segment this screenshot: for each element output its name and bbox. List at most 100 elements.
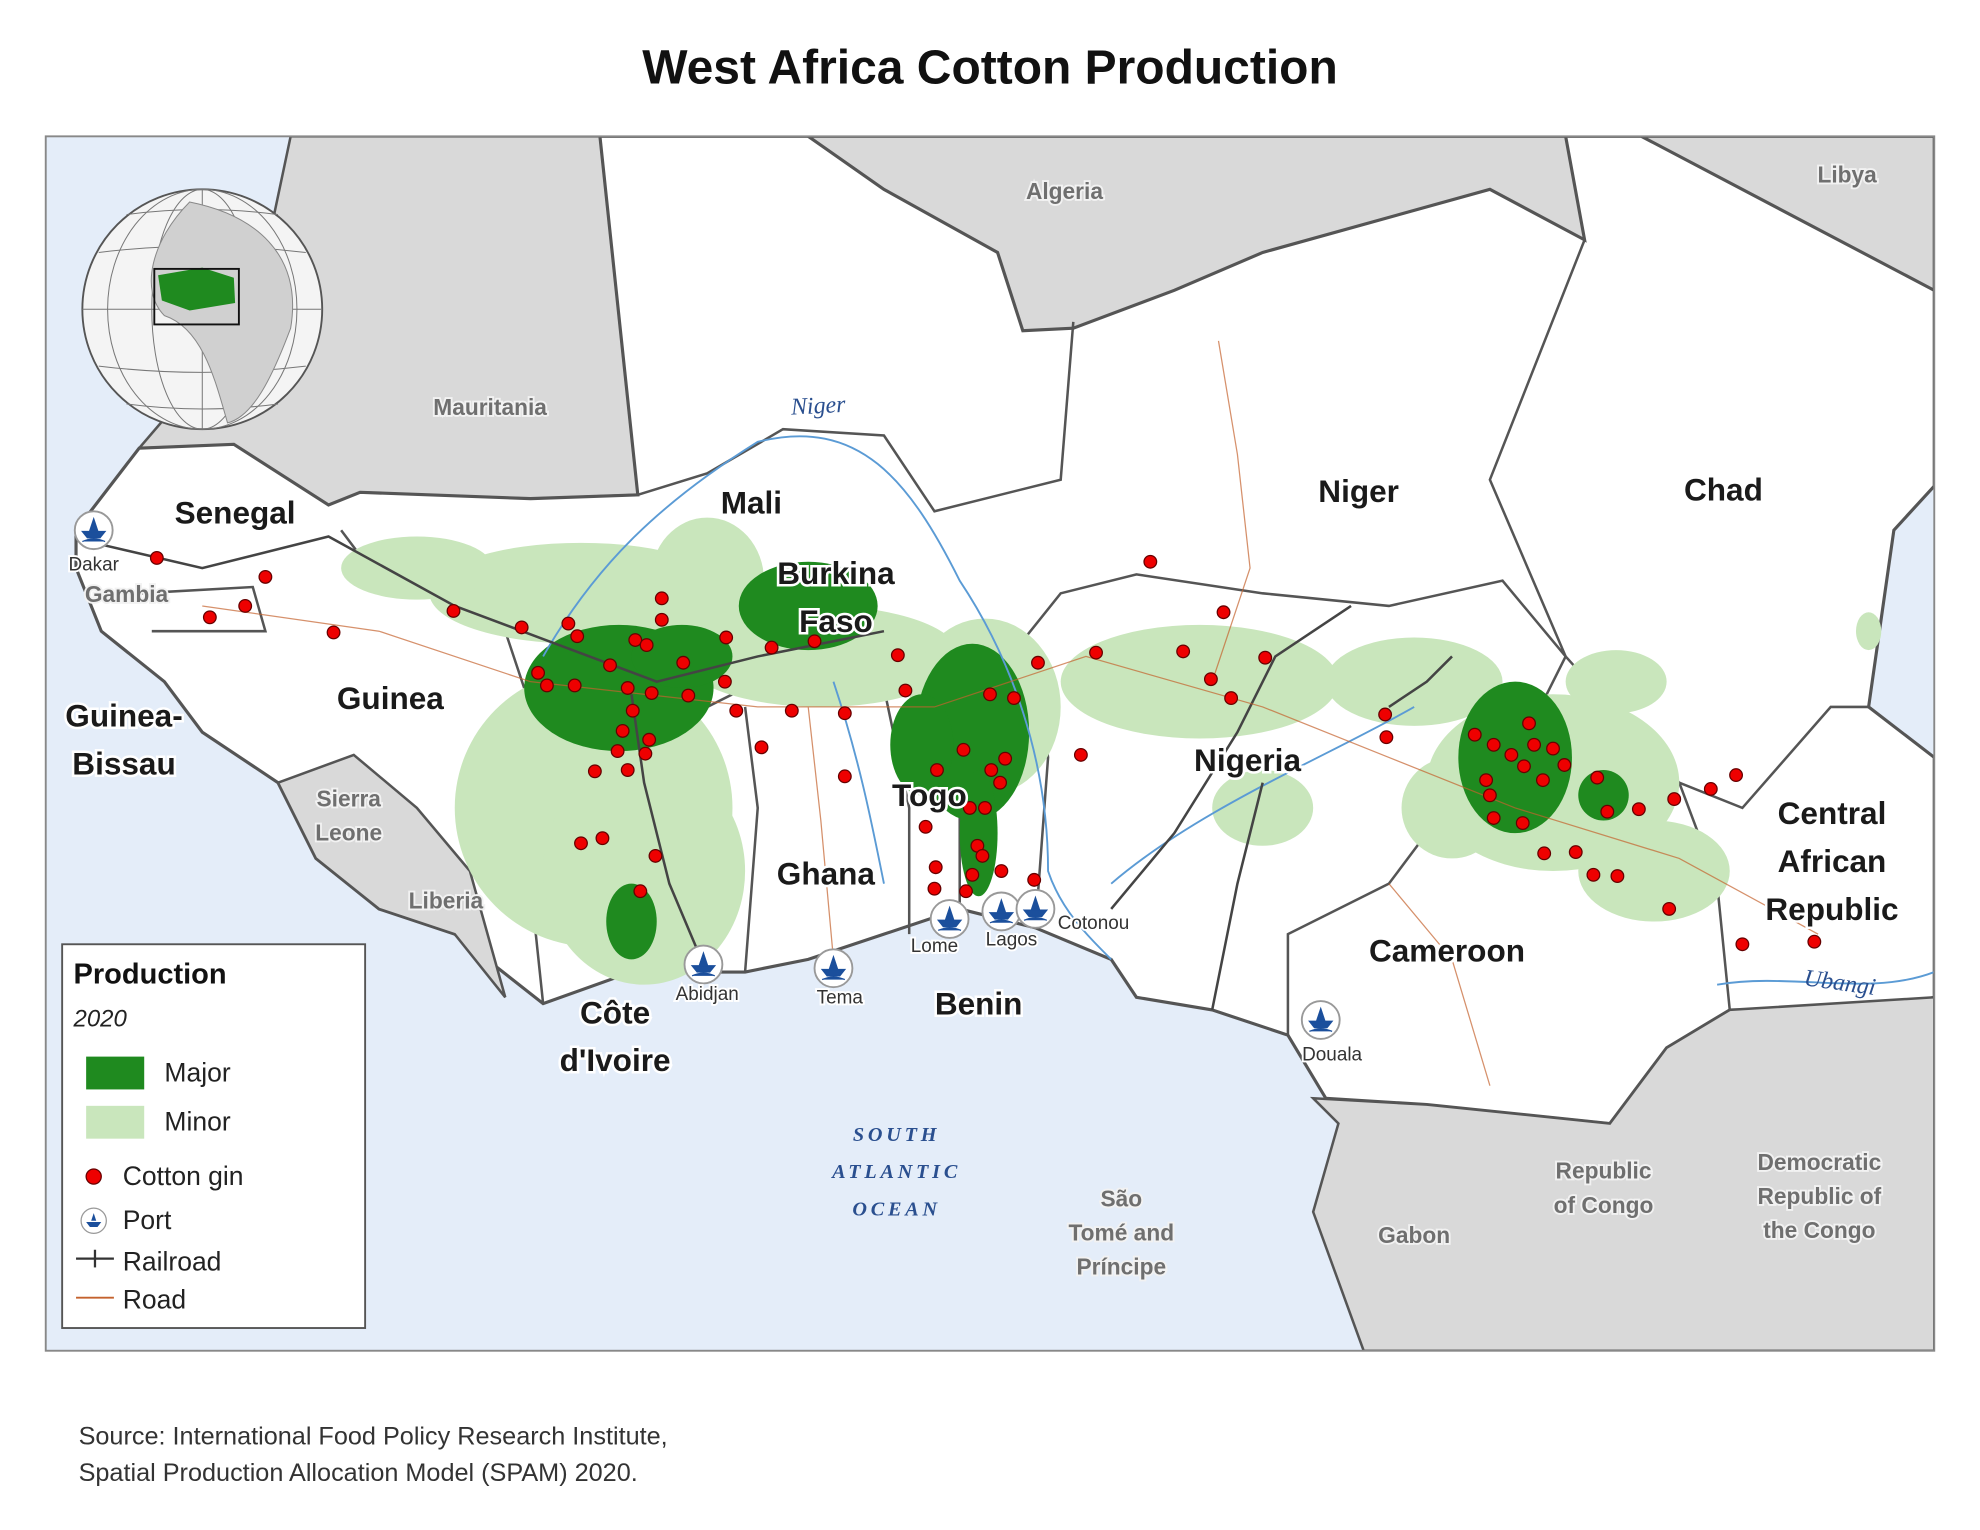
source-line: Spatial Production Allocation Model (SPA…: [79, 1459, 638, 1487]
sierra-leone-liberia: [276, 753, 507, 999]
port-label: Dakar: [68, 555, 118, 576]
cotton-gin: [965, 867, 980, 882]
cotton-gin: [446, 604, 461, 618]
cotton-gin: [1007, 691, 1021, 706]
niger-river: [542, 435, 1112, 961]
port: Dakar: [67, 510, 121, 577]
cotton-gin: [837, 769, 852, 784]
port-label: Tema: [817, 988, 864, 1009]
cotton-gin: [1027, 872, 1042, 887]
cotton-gin: [1515, 816, 1530, 831]
river-label: Niger: [789, 392, 847, 421]
railroad: [93, 535, 885, 684]
major-area: [1578, 770, 1629, 821]
cotton-gin: [561, 616, 576, 631]
cotton-gin: [202, 610, 217, 625]
legend-label: Cotton gin: [123, 1161, 244, 1191]
source-line: Source: International Food Policy Resear…: [79, 1423, 668, 1451]
cotton-gin: [326, 625, 341, 640]
cotton-gin: [149, 551, 164, 565]
legend-gin-symbol: [85, 1168, 102, 1185]
cotton-gin: [1176, 644, 1191, 659]
minor-area: [1325, 637, 1503, 726]
cotton-gin: [587, 764, 602, 779]
cotton-gin: [998, 751, 1013, 766]
cotton-gin: [719, 630, 734, 645]
cotton-gin: [1486, 811, 1501, 825]
minor-area: [1565, 650, 1667, 714]
border: [139, 585, 268, 633]
port-label: Douala: [1302, 1044, 1362, 1065]
legend-label: Minor: [164, 1107, 230, 1137]
cotton-gin: [676, 655, 691, 670]
cotton-gin: [1379, 730, 1394, 745]
cotton-gin: [1517, 759, 1531, 774]
cotton-gin: [1557, 758, 1572, 772]
port-icon-boat: [81, 516, 107, 543]
country-label: Central: [1778, 795, 1887, 831]
cotton-gin: [1258, 650, 1273, 665]
country-label: Republic: [1765, 891, 1898, 927]
ports: Dakar Abidjan Tema Lome Lagos Cotonou Douala: [67, 510, 1364, 1067]
legend-major-swatch: [86, 1056, 145, 1090]
port-label: Abidjan: [676, 984, 739, 1005]
railroad: [630, 694, 705, 965]
map-frame: [44, 135, 1936, 1352]
neighbor-label: Democratic: [1758, 1149, 1882, 1175]
cotton-gin: [994, 864, 1009, 878]
cotton-gin: [956, 742, 971, 757]
map-area: Dakar Abidjan Tema Lome Lagos Cotonou Douala S…: [45, 136, 1935, 1351]
cotton-gin: [927, 881, 942, 896]
cotton-gin: [1089, 645, 1103, 660]
cotton-gin: [975, 848, 990, 863]
cotton-gin: [615, 723, 630, 738]
cotton-gin: [959, 884, 973, 899]
country-label: Senegal: [175, 494, 296, 530]
legend-railroad-symbol: [76, 1249, 114, 1268]
cotton-gin: [1535, 773, 1550, 788]
cotton-gin: [620, 681, 635, 695]
cotton-gin: [984, 763, 999, 777]
cotton-gin: [1482, 788, 1497, 803]
cotton-gin: [514, 620, 529, 635]
cotton-gin: [238, 598, 253, 613]
neighbor-label: Mauritania: [433, 394, 547, 420]
port-label: Lagos: [986, 929, 1038, 950]
cotton-gin: [918, 819, 933, 834]
cotton-gin: [729, 703, 744, 718]
map-labels: Senegal Mali Burkina Faso Niger Chad Guinea Gui…: [63, 160, 1901, 1282]
country-label: Burkina: [777, 555, 895, 591]
cotton-gin: [642, 732, 657, 747]
cotton-gin: [983, 687, 997, 702]
cotton-gin: [1537, 846, 1552, 861]
algeria: [805, 136, 1587, 333]
cotton-gin: [654, 591, 669, 606]
cotton-gin: [1703, 782, 1718, 796]
minor-area: [1212, 770, 1314, 846]
cotton-gin: [570, 629, 585, 644]
title: West Africa Cotton Production: [642, 41, 1338, 94]
railroad: [1210, 782, 1264, 1011]
neighbor-label: Leone: [315, 819, 382, 845]
cotton-gin: [1667, 792, 1682, 807]
cotton-gin: [1224, 691, 1239, 706]
cotton-gin: [1031, 655, 1045, 670]
neighbor-label: São: [1100, 1186, 1142, 1212]
cotton-gin: [639, 638, 654, 653]
cotton-gin: [654, 612, 669, 627]
ubangi-river: [1716, 971, 1935, 986]
central-africa-south: [1309, 996, 1935, 1351]
cotton-gin: [1527, 737, 1542, 752]
africa-outline: [150, 201, 293, 424]
port: Tema: [813, 948, 865, 1010]
cotton-gin: [1504, 747, 1519, 762]
neighbor-label: Gambia: [85, 581, 169, 607]
railroad: [1110, 604, 1352, 910]
minor-area: [1578, 820, 1730, 922]
cotton-gin: [754, 740, 769, 755]
cotton-gin: [764, 640, 779, 655]
major-area: [738, 561, 878, 651]
cotton-gin: [1073, 747, 1088, 762]
cotton-gin: [784, 703, 799, 718]
